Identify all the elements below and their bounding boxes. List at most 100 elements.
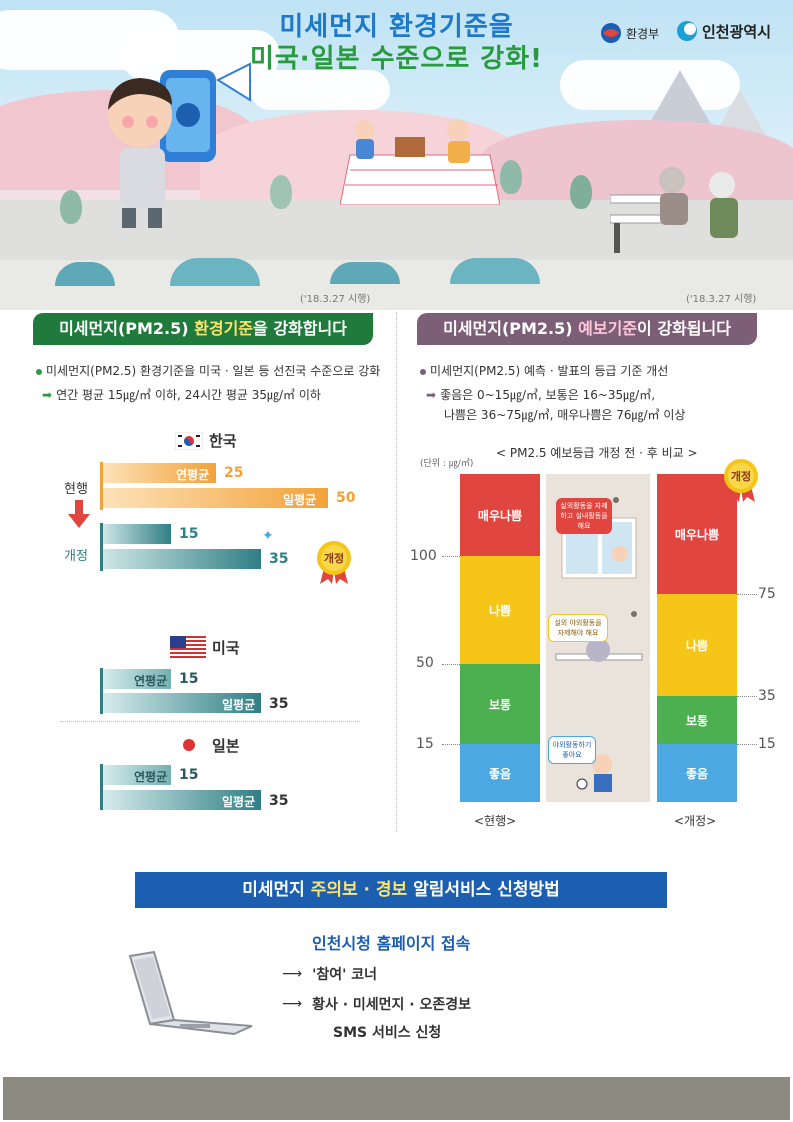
step-alerts-text: 황사 · 미세먼지 · 오존경보 (312, 997, 472, 1013)
current-bar-axis (100, 462, 103, 510)
current-bad-segment: 나쁨 (460, 556, 540, 664)
forecast-header-text-end: 이 강화됩니다 (637, 319, 731, 338)
env-sub-bullet: ➡ 연간 평균 15㎍/㎥ 이하, 24시간 평균 35㎍/㎥ 이하 (42, 386, 321, 403)
incheon-logo-text: 인천광역시 (702, 22, 772, 41)
revised-badge-text: 개정 (323, 552, 345, 565)
korea-current-daily-bar (103, 488, 328, 508)
revised-very-bad-segment: 매우나쁨 (657, 474, 737, 594)
current-tick-100: 100 (410, 548, 437, 564)
dotted-separator (60, 721, 360, 722)
japan-heading: 일본 (172, 734, 240, 756)
korea-current-daily-label: 일평균 (283, 493, 317, 507)
revised-bar-axis (100, 523, 103, 571)
korea-revised-annual-value: 15 (179, 526, 199, 542)
forecast-chart-title: < PM2.5 예보등급 개정 전 · 후 비교 > (496, 446, 698, 460)
korea-label: 한국 (209, 432, 237, 450)
tick-line (442, 744, 460, 745)
logo-incheon: 인천광역시 (676, 20, 771, 42)
bush (450, 258, 540, 284)
revised-good-segment: 좋음 (657, 744, 737, 802)
current-caption: <현행> (474, 814, 517, 828)
korea-current-daily-value: 50 (336, 490, 356, 506)
tree (270, 175, 292, 209)
step-participation: ⟶ '참여' 코너 (282, 964, 377, 984)
forecast-sub-bullet-text-1: 좋음은 0~15㎍/㎥, 보통은 16~35㎍/㎥, (440, 388, 656, 402)
usa-flag-icon (170, 636, 206, 658)
bush (170, 258, 260, 286)
current-normal-segment: 보통 (460, 664, 540, 744)
path (0, 260, 793, 310)
usa-label: 미국 (212, 638, 240, 657)
tick-line (737, 594, 757, 595)
tick-line (442, 556, 460, 557)
japan-annual-value: 15 (179, 767, 199, 783)
arrow-right-icon: ➡ (426, 388, 437, 402)
step-alerts: ⟶ 황사 · 미세먼지 · 오존경보 (282, 994, 471, 1014)
arrow-right-icon: ⟶ (282, 966, 303, 982)
footer-band (3, 1077, 790, 1120)
bullet-dot-icon (420, 368, 426, 375)
forecast-bullet-text: 미세먼지(PM2.5) 예측 · 발표의 등급 기준 개선 (430, 364, 669, 378)
korea-flag-icon (175, 431, 203, 450)
revised-tick-35: 35 (758, 688, 776, 704)
apply-header-text-end: 알림서비스 신청방법 (407, 880, 560, 900)
revised-caption: <개정> (674, 814, 717, 828)
tick-line (737, 696, 757, 697)
forecast-unit: (단위 : ㎍/㎥) (420, 459, 474, 469)
usa-heading: 미국 (170, 636, 240, 658)
usa-annual-value: 15 (179, 671, 199, 687)
current-very-bad-segment: 매우나쁨 (460, 474, 540, 556)
korea-current-annual-bar (103, 463, 216, 483)
revised-tick-75: 75 (758, 586, 776, 602)
bullet-dot-icon (36, 368, 42, 375)
tick-line (442, 664, 460, 665)
hero-title-line1: 미세먼지 환경기준을 (279, 12, 514, 42)
usa-annual-label: 연평균 (134, 674, 168, 688)
current-label: 현행 (64, 482, 88, 497)
current-tick-15: 15 (416, 736, 434, 752)
picnic-family-illustration (340, 119, 500, 205)
hero-illustration: 미세먼지 환경기준을 미국·일본 수준으로 강화! 환경부 인천광역시 ('18… (0, 0, 793, 310)
alert-service-header: 미세먼지 주의보 · 경보 알림서비스 신청방법 (135, 872, 667, 908)
japan-annual-bar (103, 765, 171, 785)
japan-daily-bar (103, 790, 261, 810)
incheon-emblem-icon (677, 21, 697, 41)
arrow-right-icon: ➡ (42, 388, 53, 402)
forecast-revised-badge-text: 개정 (730, 470, 752, 483)
revised-label: 개정 (64, 549, 88, 564)
japan-label: 일본 (212, 736, 240, 755)
bubble-very-bad: 실외활동을 자제하고 실내활동을 해요 (556, 498, 612, 534)
korea-heading: 한국 (175, 430, 237, 451)
bubble-good: 야외활동하기 좋아요 (548, 736, 596, 764)
man-with-phone-illustration (108, 62, 251, 228)
effective-date-right: ('18.3.27 시행) (686, 294, 757, 305)
moe-logo-text: 환경부 (626, 26, 660, 41)
japan-flag-icon (172, 734, 206, 756)
usa-daily-bar (103, 693, 261, 713)
revised-tick-15: 15 (758, 736, 776, 752)
revised-bad-segment: 나쁨 (657, 594, 737, 696)
bubble-bad: 실외 야외활동을 자제해야 해요 (548, 614, 608, 642)
site-access-title: 인천시청 홈페이지 접속 (312, 934, 471, 953)
effective-date-left: ('18.3.27 시행) (300, 294, 371, 305)
env-header-text-end: 을 강화합니다 (253, 319, 347, 338)
elderly-couple-on-bench-illustration (610, 167, 738, 253)
env-bullet: 미세먼지(PM2.5) 환경기준을 미국 · 일본 등 선진국 수준으로 강화 (36, 362, 380, 379)
forecast-header-highlight: 예보기준 (578, 319, 638, 338)
apply-header-highlight: 주의보 · 경보 (310, 880, 408, 900)
usa-daily-value: 35 (269, 696, 289, 712)
step-sms-text: SMS 서비스 신청 (333, 1025, 442, 1041)
env-header-text: 미세먼지(PM2.5) (59, 319, 195, 338)
logo-ministry-of-environment: 환경부 (600, 22, 659, 44)
forecast-bullet: 미세먼지(PM2.5) 예측 · 발표의 등급 기준 개선 (420, 362, 668, 379)
usa-annual-bar (103, 669, 171, 689)
korea-current-annual-value: 25 (224, 465, 244, 481)
arrow-right-icon: ⟶ (282, 996, 303, 1012)
usa-bar-axis (100, 668, 103, 714)
japan-bar-axis (100, 764, 103, 810)
korea-current-annual-label: 연평균 (176, 468, 210, 482)
pink-hill (480, 120, 793, 200)
env-bullet-text: 미세먼지(PM2.5) 환경기준을 미국 · 일본 등 선진국 수준으로 강화 (46, 364, 381, 378)
step-participation-text: '참여' 코너 (312, 967, 378, 983)
revised-normal-segment: 보통 (657, 696, 737, 744)
